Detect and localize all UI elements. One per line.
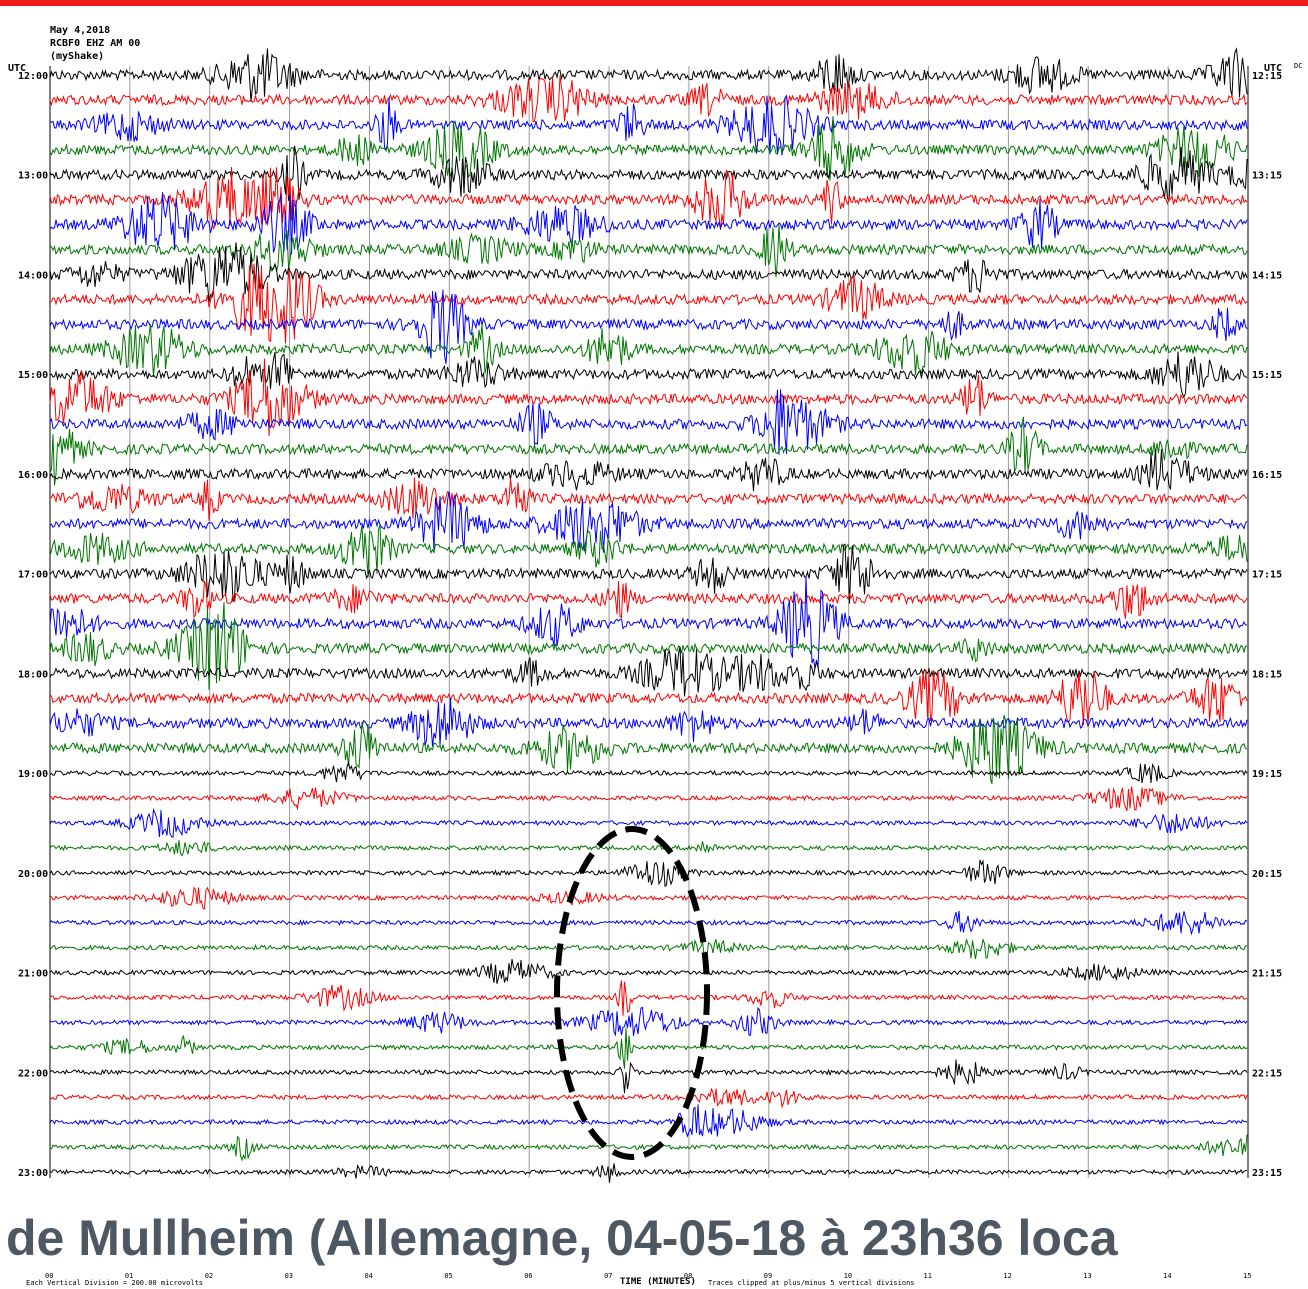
trace	[50, 860, 1247, 886]
right-hour-label: 23:15	[1252, 1168, 1282, 1179]
traces	[50, 49, 1247, 1183]
x-tick-label: 06	[524, 1272, 532, 1280]
trace	[50, 576, 1247, 669]
trace	[50, 49, 1247, 102]
right-hour-label: 14:15	[1252, 270, 1282, 281]
right-hour-label: 22:15	[1252, 1068, 1282, 1079]
trace	[50, 1060, 1247, 1094]
x-tick-label: 15	[1243, 1272, 1251, 1280]
trace	[50, 1163, 1247, 1183]
left-hour-label: 21:00	[18, 969, 48, 980]
trace	[50, 544, 1247, 603]
trace	[50, 581, 1247, 619]
trace	[50, 602, 1247, 690]
x-tick-label: 11	[924, 1272, 932, 1280]
helicorder: May 4,2018 RCBF0 EHZ AM 00 (myShake) UTC…	[0, 0, 1308, 1289]
right-hour-label: 12:15	[1252, 71, 1282, 82]
x-tick-label: 05	[444, 1272, 452, 1280]
trace	[50, 810, 1247, 837]
trace	[50, 1028, 1247, 1069]
grid	[50, 66, 1248, 1178]
right-hour-label: 13:15	[1252, 171, 1282, 182]
trace	[50, 1089, 1247, 1107]
trace	[50, 698, 1247, 747]
right-hour-label: 20:15	[1252, 869, 1282, 880]
scale-note: Each Vertical Division = 200.00 microvol…	[26, 1279, 203, 1287]
x-tick-label: 12	[1003, 1272, 1011, 1280]
right-hour-label: 16:15	[1252, 470, 1282, 481]
left-hour-label: 13:00	[18, 171, 48, 182]
caption: de Mullheim (Allemagne, 04-05-18 à 23h36…	[6, 1210, 1119, 1266]
left-hour-label: 16:00	[18, 470, 48, 481]
top-bar	[0, 0, 1308, 6]
x-tick-label: 04	[364, 1272, 372, 1280]
trace	[50, 96, 1247, 156]
trace	[50, 1008, 1247, 1037]
x-tick-label: 14	[1163, 1272, 1171, 1280]
trace	[50, 647, 1247, 697]
header-station: RCBF0 EHZ AM 00	[50, 38, 140, 49]
right-hour-label: 19:15	[1252, 769, 1282, 780]
right-hour-label: 21:15	[1252, 969, 1282, 980]
trace	[50, 449, 1247, 491]
trace	[50, 911, 1247, 934]
trace	[50, 840, 1247, 855]
left-hour-label: 12:00	[18, 71, 48, 82]
trace	[50, 290, 1247, 364]
event-highlight	[557, 829, 707, 1157]
right-hour-label: 15:15	[1252, 370, 1282, 381]
trace	[50, 888, 1247, 909]
left-hour-label: 17:00	[18, 570, 48, 581]
header-network: (myShake)	[50, 51, 104, 62]
left-hour-label: 22:00	[18, 1068, 48, 1079]
right-hour-label: 18:15	[1252, 669, 1282, 680]
left-hour-label: 20:00	[18, 869, 48, 880]
trace	[50, 478, 1247, 521]
right-hour-label: 17:15	[1252, 570, 1282, 581]
left-hour-label: 23:00	[18, 1168, 48, 1179]
clip-note: Traces clipped at plus/minus 5 vertical …	[708, 1279, 915, 1287]
header-date: May 4,2018	[50, 25, 110, 36]
trace	[50, 939, 1247, 959]
trace	[50, 763, 1247, 783]
x-tick-label: 03	[285, 1272, 293, 1280]
trace	[50, 981, 1247, 1016]
left-hour-label: 19:00	[18, 769, 48, 780]
x-axis-title: TIME (MINUTES)	[620, 1277, 696, 1287]
x-tick-label: 07	[604, 1272, 612, 1280]
dc-title: DC	[1294, 62, 1302, 70]
trace	[50, 324, 1247, 377]
left-hour-label: 18:00	[18, 669, 48, 680]
x-tick-label: 02	[205, 1272, 213, 1280]
x-tick-label: 13	[1083, 1272, 1091, 1280]
left-hour-label: 15:00	[18, 370, 48, 381]
left-hour-label: 14:00	[18, 270, 48, 281]
trace	[50, 1104, 1247, 1136]
trace	[50, 787, 1247, 811]
trace	[50, 959, 1247, 984]
